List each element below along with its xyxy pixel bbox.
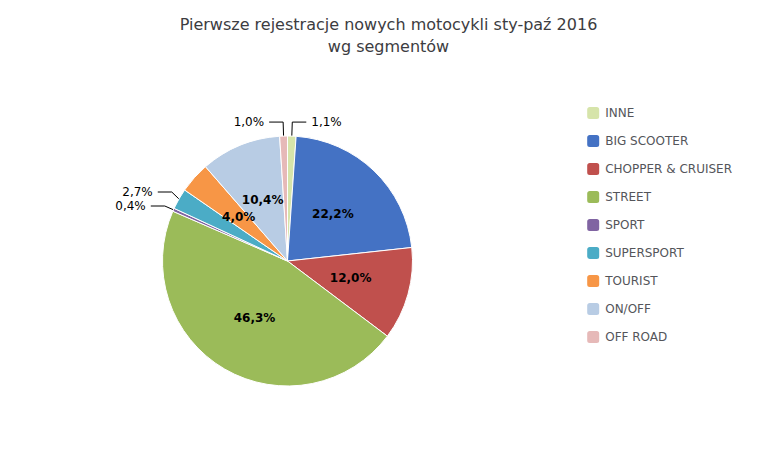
- svg-text:TOURIST: TOURIST: [604, 274, 658, 288]
- svg-text:OFF ROAD: OFF ROAD: [605, 330, 667, 344]
- svg-text:CHOPPER & CRUISER: CHOPPER & CRUISER: [605, 162, 732, 176]
- svg-text:1,0%: 1,0%: [234, 115, 265, 129]
- svg-text:BIG SCOOTER: BIG SCOOTER: [605, 134, 688, 148]
- svg-text:ON/OFF: ON/OFF: [605, 302, 651, 316]
- svg-text:wg segmentów: wg segmentów: [328, 37, 449, 56]
- svg-text:10,4%: 10,4%: [242, 193, 284, 207]
- svg-text:4,0%: 4,0%: [222, 210, 255, 224]
- svg-text:22,2%: 22,2%: [312, 207, 354, 221]
- svg-text:0,4%: 0,4%: [115, 199, 146, 213]
- svg-text:Pierwsze rejestracje nowych mo: Pierwsze rejestracje nowych motocykli st…: [180, 15, 598, 34]
- svg-text:SUPERSPORT: SUPERSPORT: [605, 246, 684, 260]
- svg-text:12,0%: 12,0%: [330, 271, 372, 285]
- svg-text:1,1%: 1,1%: [311, 115, 342, 129]
- svg-text:SPORT: SPORT: [605, 218, 645, 232]
- svg-text:46,3%: 46,3%: [234, 311, 276, 325]
- svg-text:2,7%: 2,7%: [122, 185, 153, 199]
- svg-text:STREET: STREET: [605, 190, 651, 204]
- svg-text:INNE: INNE: [605, 106, 634, 120]
